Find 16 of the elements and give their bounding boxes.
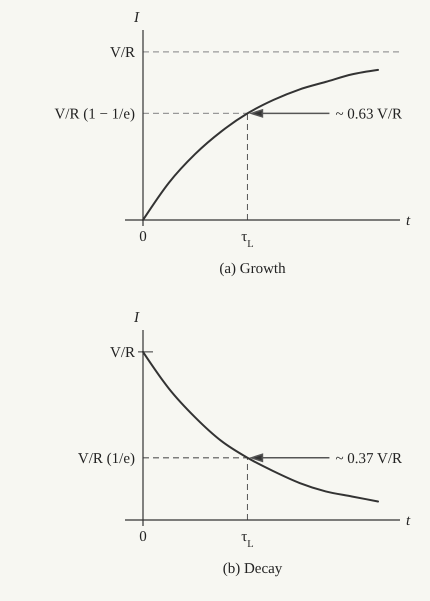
x-tick-label: τ$_{L}$ [241, 529, 254, 550]
ref-line-label: V/R (1 − 1/e) [54, 106, 136, 122]
x-axis-title: t [406, 213, 411, 229]
ref-line-label: V/R (1/e) [78, 450, 135, 467]
y-axis-title: I [133, 10, 140, 26]
y-axis-title: I [133, 310, 140, 326]
ref-line-label: V/R [110, 344, 135, 361]
annotation: ~ 0.37 V/R [335, 450, 402, 467]
annotation: ~ 0.63 V/R [335, 106, 402, 122]
x-tick-label: 0 [139, 529, 147, 545]
x-tick-label: τ$_{L}$ [241, 229, 254, 250]
x-axis-title: t [406, 513, 411, 529]
text: (b) Decay [222, 561, 283, 577]
x-tick-label: 0 [139, 229, 147, 245]
text: (a) Growth [219, 261, 286, 277]
ref-line-label: V/R [110, 44, 135, 61]
